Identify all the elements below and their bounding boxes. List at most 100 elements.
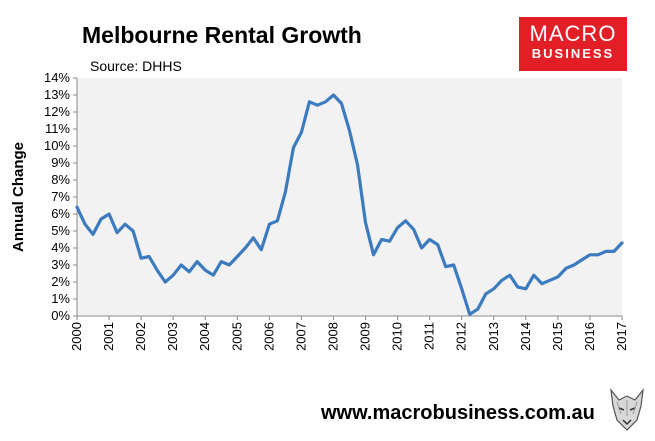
x-tick-label: 2005 bbox=[229, 322, 244, 351]
macrobusiness-logo: MACRO BUSINESS bbox=[519, 17, 627, 71]
data-point bbox=[124, 223, 126, 225]
website-url: www.macrobusiness.com.au bbox=[321, 402, 595, 424]
x-tick-label: 2009 bbox=[358, 322, 373, 351]
data-point bbox=[605, 250, 607, 253]
data-point bbox=[573, 264, 575, 266]
data-point bbox=[517, 286, 519, 288]
chart-title: Melbourne Rental Growth bbox=[82, 22, 362, 48]
x-tick-label: 2013 bbox=[486, 322, 501, 351]
y-tick-label: 14% bbox=[44, 70, 70, 85]
y-axis-ticks: 0% 1% 2% 3% 4% 5% 6% 7% 8% 9% 10% 11% 12% 13% 14% bbox=[44, 70, 77, 323]
data-point bbox=[476, 308, 479, 311]
x-tick-label: 2001 bbox=[101, 322, 116, 351]
data-point bbox=[100, 218, 102, 220]
data-point bbox=[493, 288, 495, 290]
data-point bbox=[533, 274, 535, 277]
x-tick-label: 2003 bbox=[165, 322, 180, 351]
data-point bbox=[485, 293, 487, 295]
x-tick-label: 2011 bbox=[422, 322, 437, 350]
data-point bbox=[356, 163, 359, 166]
logo-line-2: BUSINESS bbox=[531, 46, 615, 61]
data-point bbox=[428, 238, 431, 241]
x-tick-label: 2006 bbox=[261, 322, 276, 351]
x-tick-label: 2015 bbox=[550, 322, 565, 351]
x-tick-label: 2007 bbox=[293, 322, 308, 351]
x-tick-label: 2008 bbox=[325, 322, 340, 351]
x-tick-label: 2016 bbox=[582, 322, 597, 351]
data-point bbox=[468, 313, 471, 316]
y-tick-label: 1% bbox=[51, 291, 70, 306]
y-tick-label: 10% bbox=[44, 138, 70, 153]
y-tick-label: 3% bbox=[51, 257, 70, 272]
y-tick-label: 2% bbox=[51, 274, 70, 289]
y-tick-label: 6% bbox=[51, 206, 70, 221]
y-tick-label: 9% bbox=[51, 155, 70, 170]
data-point bbox=[316, 104, 319, 106]
x-tick-label: 2004 bbox=[197, 322, 212, 351]
data-point bbox=[396, 226, 399, 229]
data-point bbox=[340, 102, 343, 105]
data-point bbox=[132, 230, 134, 232]
data-point bbox=[308, 101, 311, 103]
data-point bbox=[324, 101, 327, 103]
x-axis-ticks: 2000 2001 2002 2003 2004 2005 2006 2007 2008 2009… bbox=[69, 316, 629, 351]
data-point bbox=[348, 129, 351, 132]
data-point bbox=[388, 240, 391, 242]
data-point bbox=[268, 223, 271, 225]
data-point bbox=[276, 220, 279, 222]
logo-line-1: MACRO bbox=[529, 21, 617, 46]
data-point bbox=[565, 267, 567, 270]
x-tick-label: 2002 bbox=[133, 322, 148, 351]
data-point bbox=[436, 243, 439, 246]
y-tick-label: 4% bbox=[51, 240, 70, 255]
y-tick-label: 12% bbox=[44, 104, 70, 119]
data-point bbox=[76, 206, 78, 208]
data-point bbox=[172, 274, 174, 277]
data-point bbox=[525, 288, 527, 290]
y-tick-label: 0% bbox=[51, 308, 70, 323]
data-point bbox=[380, 238, 383, 241]
data-point bbox=[452, 264, 455, 266]
x-tick-label: 2000 bbox=[69, 322, 84, 351]
y-tick-label: 7% bbox=[51, 189, 70, 204]
x-tick-label: 2014 bbox=[518, 322, 533, 351]
data-point bbox=[501, 279, 503, 282]
data-point bbox=[332, 94, 335, 96]
data-point bbox=[509, 274, 511, 277]
data-point bbox=[364, 221, 367, 224]
data-point bbox=[613, 250, 615, 253]
data-point bbox=[156, 269, 158, 271]
data-point bbox=[84, 223, 86, 225]
data-point bbox=[236, 255, 239, 258]
data-point bbox=[116, 231, 118, 234]
data-point bbox=[412, 228, 415, 231]
data-point bbox=[164, 281, 166, 283]
y-tick-label: 8% bbox=[51, 172, 70, 187]
data-point bbox=[212, 274, 215, 277]
data-point bbox=[284, 191, 287, 193]
data-point bbox=[444, 265, 447, 268]
plot-area bbox=[77, 78, 622, 316]
data-point bbox=[372, 254, 375, 256]
data-point bbox=[196, 260, 198, 263]
data-point bbox=[188, 271, 190, 273]
data-point bbox=[228, 264, 231, 266]
data-point bbox=[92, 233, 94, 236]
x-tick-label: 2010 bbox=[390, 322, 405, 351]
data-point bbox=[244, 247, 247, 249]
data-point bbox=[460, 288, 463, 290]
chart-source: Source: DHHS bbox=[90, 58, 182, 74]
data-point bbox=[140, 257, 142, 260]
y-tick-label: 13% bbox=[44, 87, 70, 102]
data-point bbox=[220, 260, 223, 263]
series-group bbox=[75, 93, 624, 316]
data-point bbox=[300, 131, 303, 134]
x-tick-label: 2012 bbox=[454, 322, 469, 351]
data-point bbox=[420, 247, 423, 249]
wolf-mascot-icon bbox=[610, 387, 644, 431]
data-point bbox=[180, 264, 182, 266]
data-point bbox=[549, 279, 551, 282]
x-tick-label: 2017 bbox=[614, 322, 629, 351]
data-point bbox=[292, 146, 295, 149]
